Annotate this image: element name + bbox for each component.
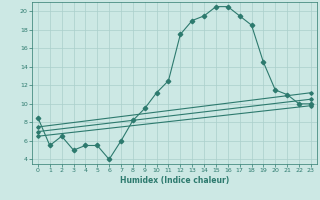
X-axis label: Humidex (Indice chaleur): Humidex (Indice chaleur) [120,176,229,185]
